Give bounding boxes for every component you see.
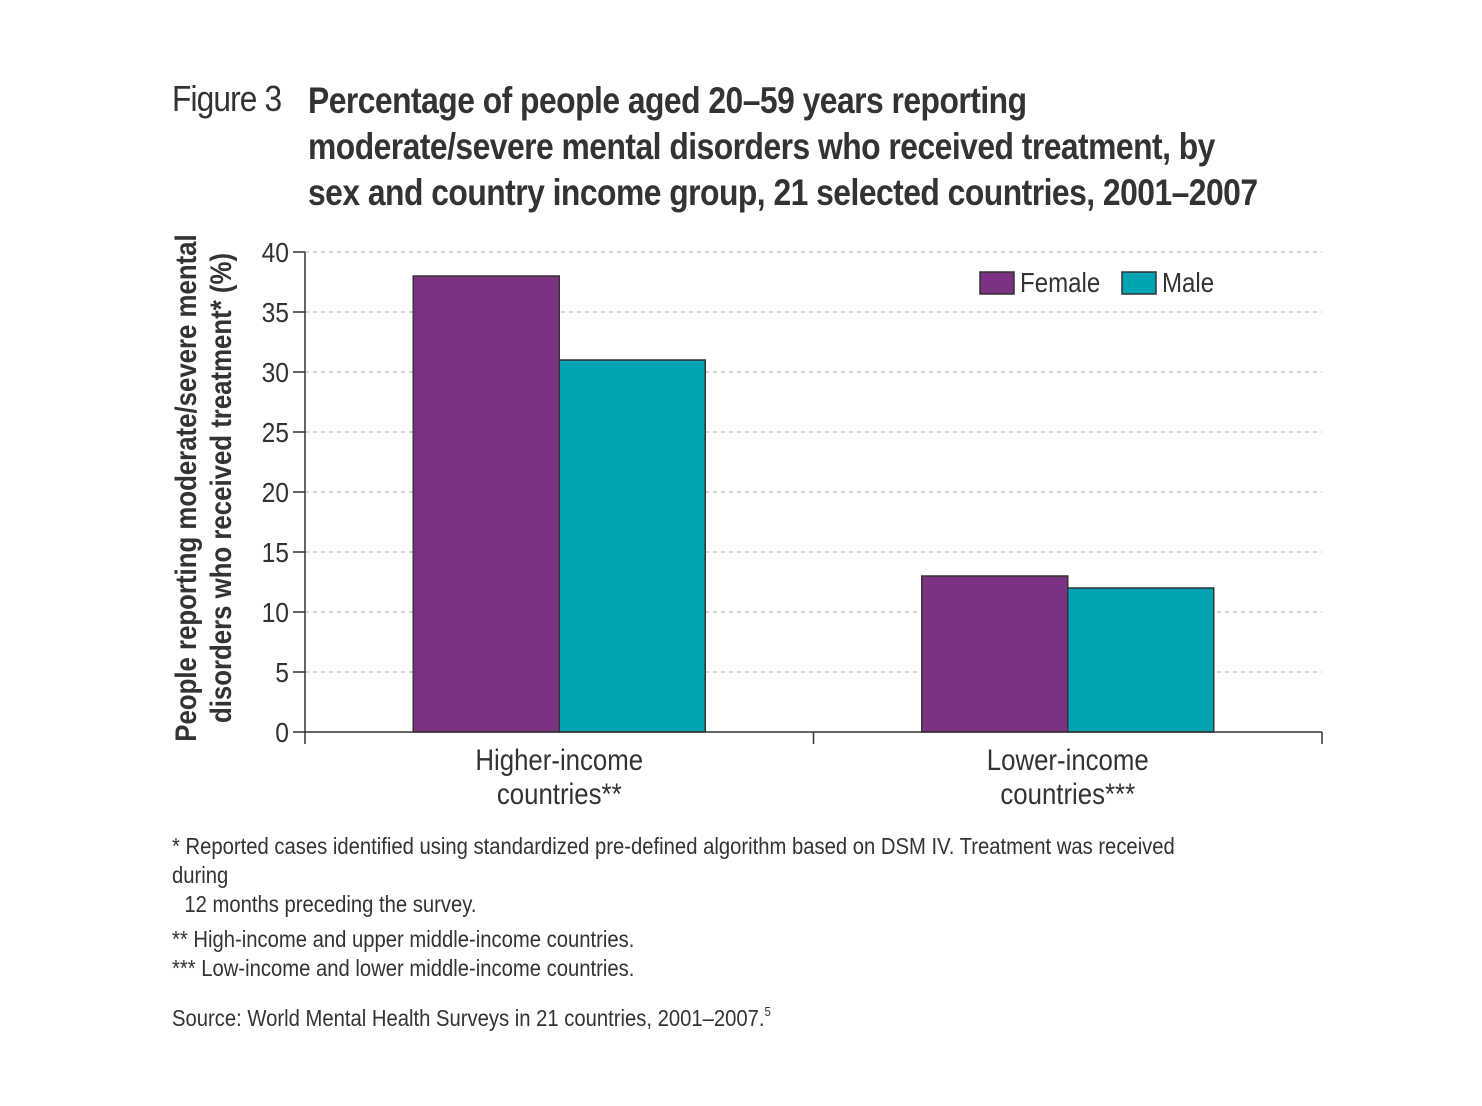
y-tick-label-10: 10 xyxy=(262,597,289,629)
y-tick-label-0: 0 xyxy=(275,717,289,749)
legend-label-male: Male xyxy=(1162,266,1214,298)
source-reference: 5 xyxy=(764,1004,771,1019)
y-tick-label-15: 15 xyxy=(262,537,289,569)
footnote-1: * Reported cases identified using standa… xyxy=(172,833,1175,888)
x-category-label-1: Lower-income countries*** xyxy=(987,743,1149,810)
y-tick-label-35: 35 xyxy=(262,297,289,329)
legend-swatch-female xyxy=(979,271,1015,295)
footnotes: * Reported cases identified using standa… xyxy=(172,832,1228,1056)
y-tick-labels: 0 5 10 15 20 25 30 35 40 xyxy=(262,237,289,749)
y-axis-label: People reporting moderate/severe mentald… xyxy=(169,234,237,741)
source-note: Source: World Mental Health Surveys in 2… xyxy=(172,997,1228,1033)
y-tick-label-5: 5 xyxy=(275,657,289,689)
footnote-2: ** High-income and upper middle-income c… xyxy=(172,926,635,952)
bar-male-0 xyxy=(558,359,706,733)
legend-swatch-male xyxy=(1121,271,1157,295)
bar-female-1 xyxy=(921,575,1069,733)
legend: Female Male xyxy=(979,266,1214,298)
y-tick-label-30: 30 xyxy=(262,357,289,389)
y-tick-label-25: 25 xyxy=(262,417,289,449)
figure-title: Percentage of people aged 20–59 years re… xyxy=(308,80,1258,213)
legend-label-female: Female xyxy=(1020,266,1100,298)
y-tick-label-20: 20 xyxy=(262,477,289,509)
x-category-label-0: Higher-income countries** xyxy=(475,743,643,810)
footnote-1-continued: 12 months preceding the survey. xyxy=(184,891,477,917)
figure-label: Figure 3 xyxy=(172,78,282,119)
footnote-3: *** Low-income and lower middle-income c… xyxy=(172,955,635,981)
x-category-labels: Higher-income countries** Lower-income coun… xyxy=(475,743,1148,810)
bar-female-0 xyxy=(412,275,560,733)
bar-male-1 xyxy=(1067,587,1215,733)
bars xyxy=(412,275,1215,733)
y-axis-label-text: People reporting moderate/severe mentald… xyxy=(169,234,237,741)
axes xyxy=(293,251,1323,744)
y-tick-label-40: 40 xyxy=(262,237,289,269)
source-text: Source: World Mental Health Surveys in 2… xyxy=(172,1005,765,1031)
